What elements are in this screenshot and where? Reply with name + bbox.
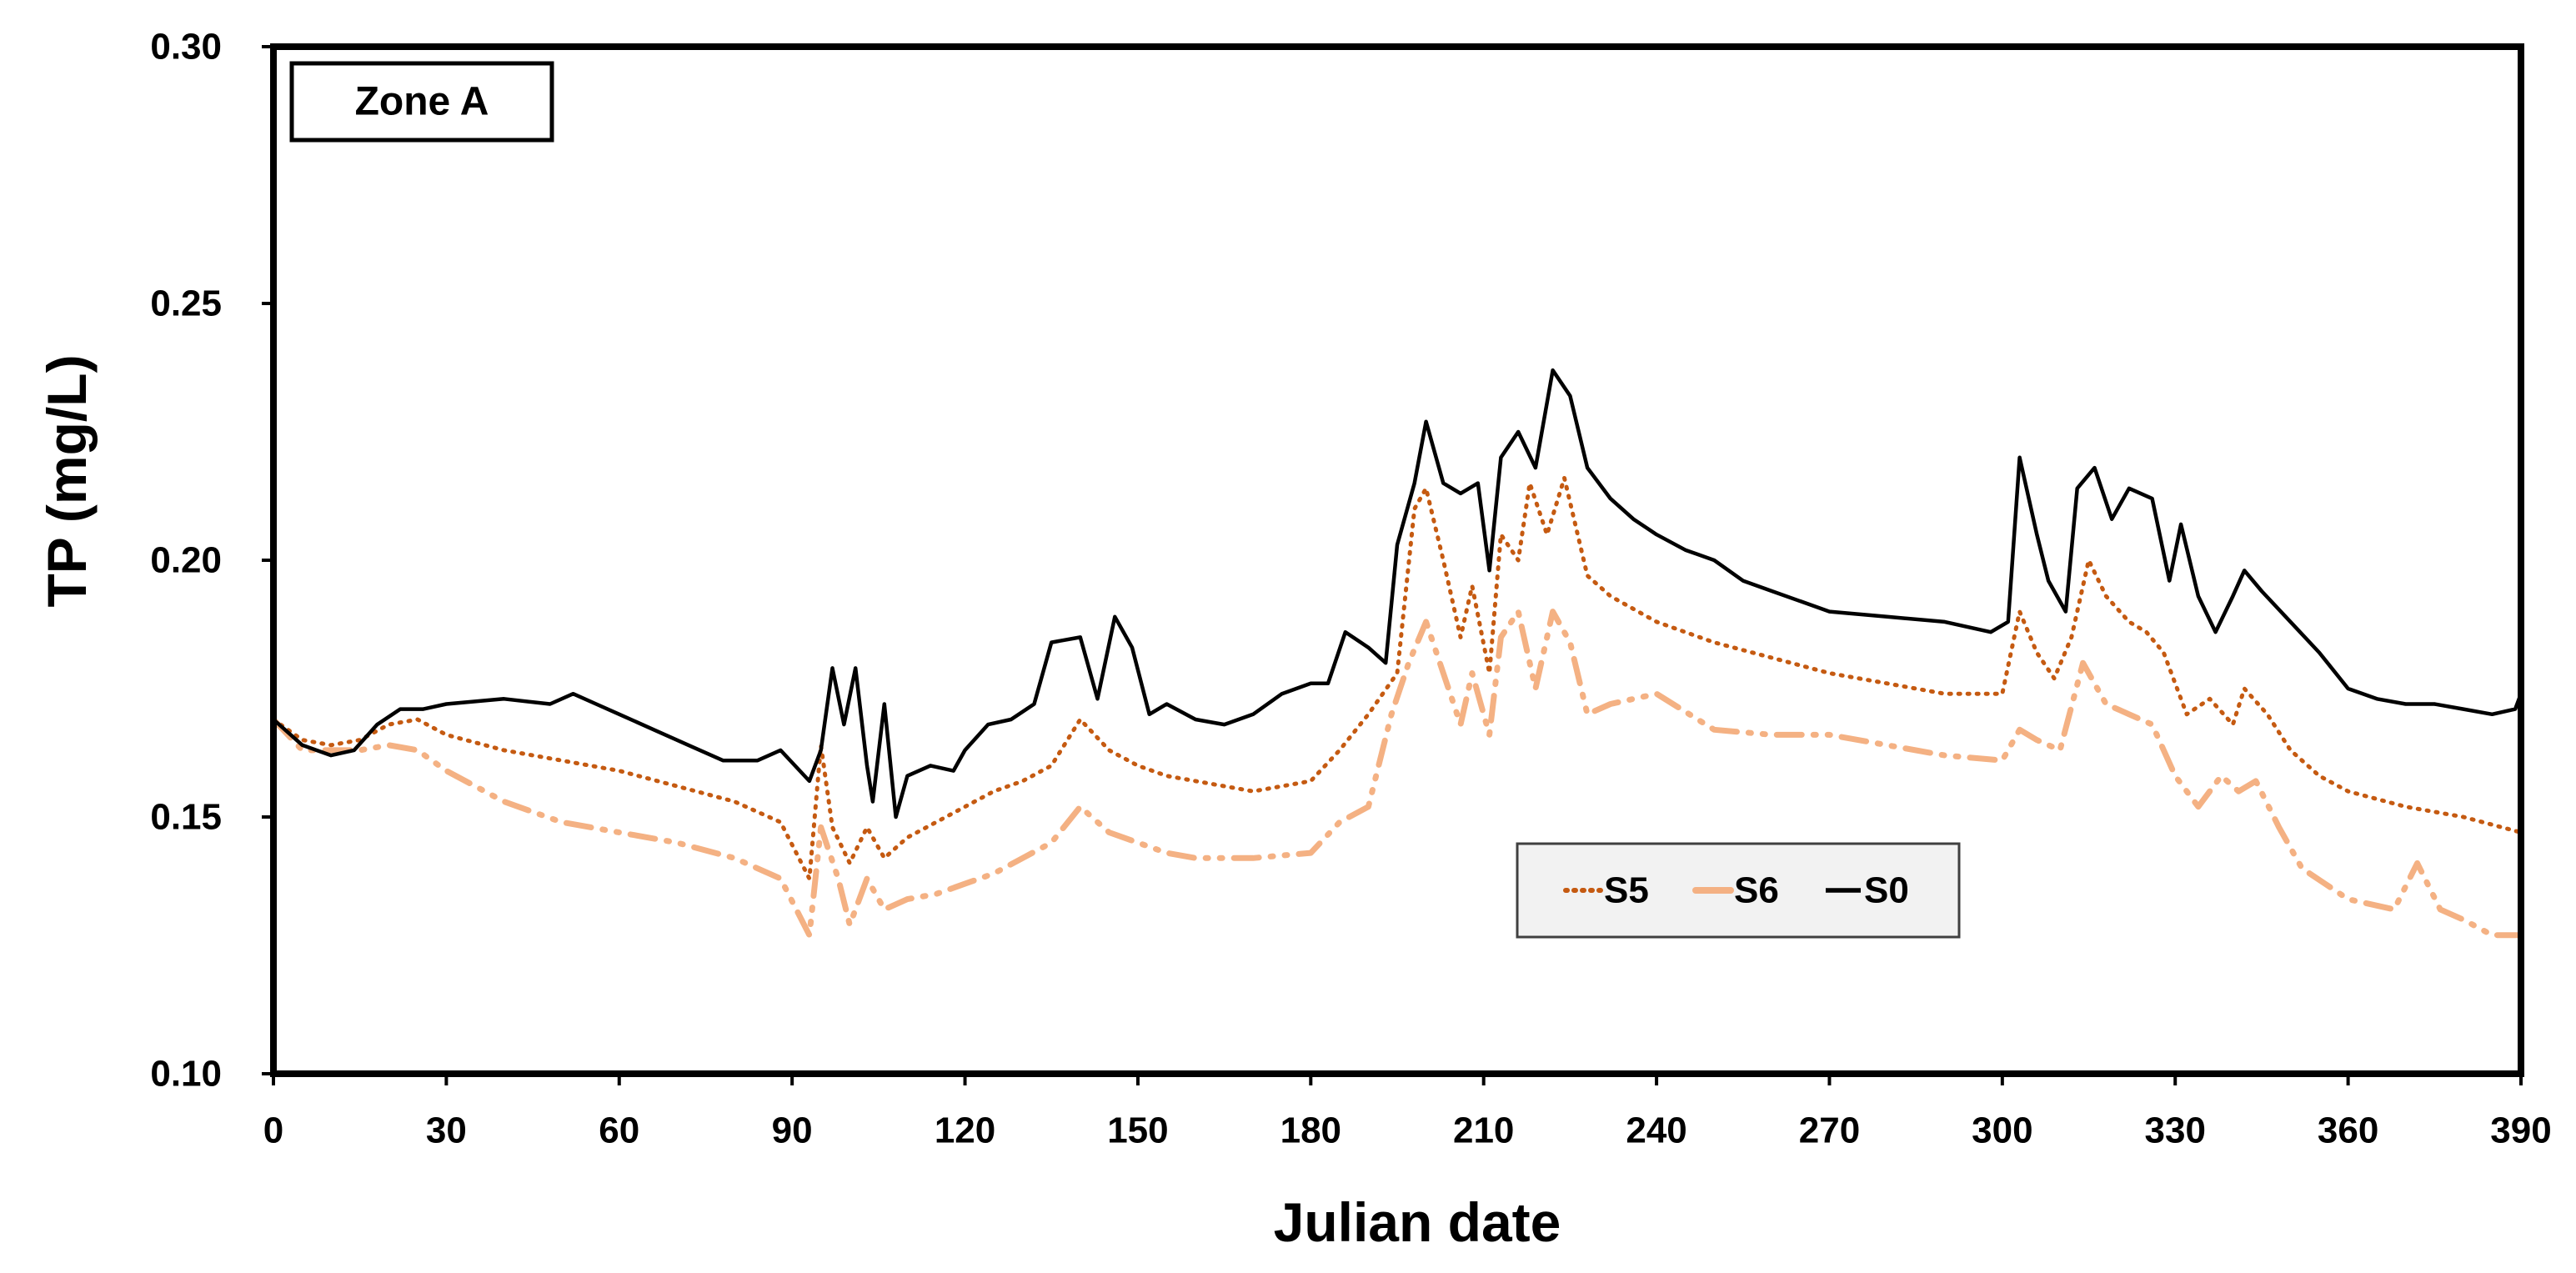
x-tick-label: 240 [1626, 1110, 1686, 1151]
x-tick-label: 300 [1972, 1110, 2032, 1151]
y-axis-ticks: 0.10 0.15 0.20 0.25 0.30 [150, 27, 273, 1095]
x-tick-label: 180 [1280, 1110, 1341, 1151]
x-tick-label: 270 [1799, 1110, 1860, 1151]
y-tick-label: 0.30 [150, 27, 222, 68]
x-tick-label: 60 [599, 1110, 639, 1151]
x-tick-label: 150 [1107, 1110, 1168, 1151]
x-tick-label: 30 [426, 1110, 467, 1151]
series-layer [270, 368, 2524, 939]
series-line-s6 [270, 609, 2524, 939]
x-tick-label: 0 [263, 1110, 283, 1151]
x-tick-label: 120 [935, 1110, 995, 1151]
y-tick-label: 0.10 [150, 1054, 222, 1095]
x-axis-ticks: 0 30 60 90 120 150 180 210 240 270 300 330 360 390 [263, 1074, 2552, 1151]
y-tick-label: 0.20 [150, 540, 222, 581]
x-tick-label: 390 [2490, 1110, 2551, 1151]
x-axis-title: Julian date [1274, 1191, 1561, 1253]
series-line-s0 [272, 368, 2523, 819]
legend-label-s0: S0 [1864, 870, 1909, 911]
x-tick-label: 210 [1453, 1110, 1514, 1151]
legend-label-s5: S5 [1604, 870, 1649, 911]
legend-label-s6: S6 [1734, 870, 1779, 911]
x-tick-label: 360 [2318, 1110, 2378, 1151]
y-tick-label: 0.15 [150, 797, 222, 838]
zone-annotation-box [289, 61, 554, 143]
legend: S5 S6 S0 [1516, 842, 1961, 939]
series-line-s5 [271, 475, 2523, 881]
y-tick-label: 0.25 [150, 283, 222, 324]
x-tick-label: 330 [2145, 1110, 2206, 1151]
zone-annotation-text: Zone A [355, 80, 489, 124]
y-axis-title: TP (mg/L) [36, 354, 98, 607]
x-tick-label: 90 [772, 1110, 813, 1151]
zone-annotation: Zone A [289, 61, 554, 143]
